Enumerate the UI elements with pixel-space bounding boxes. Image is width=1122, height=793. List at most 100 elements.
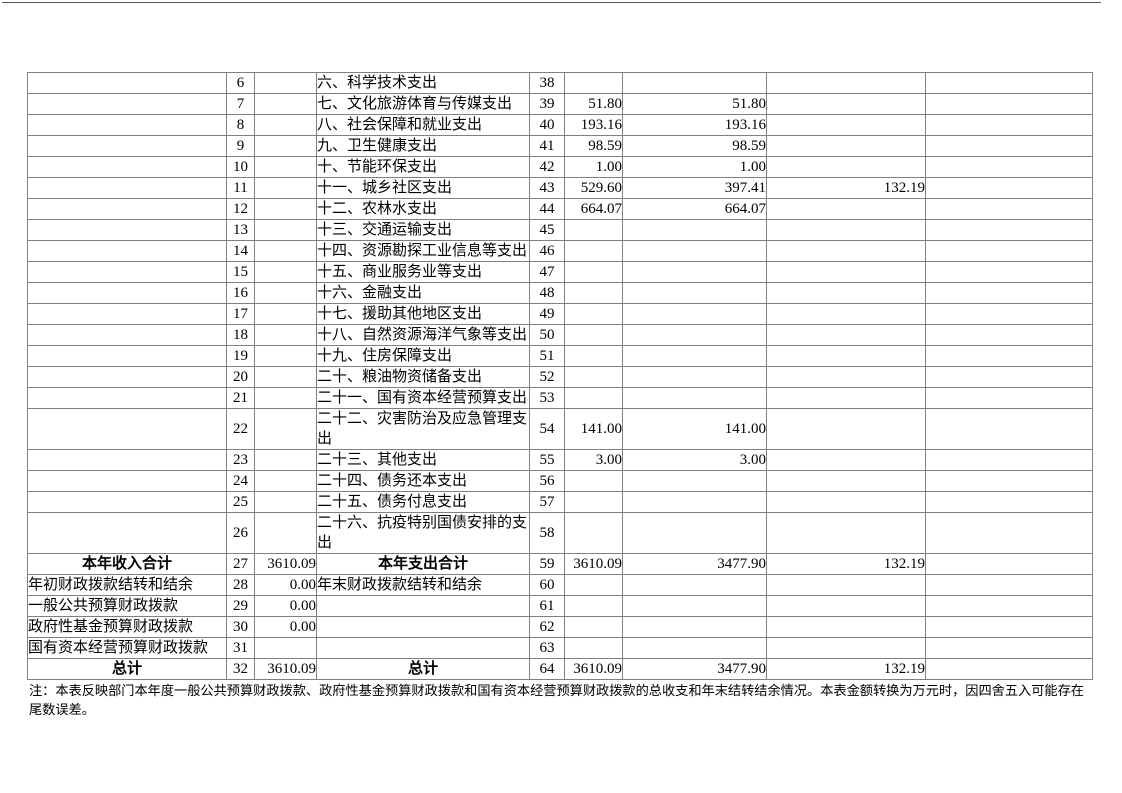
table-row: 年初财政拨款结转和结余 28 0.00 年末财政拨款结转和结余 60 bbox=[27, 574, 1093, 596]
expenditure-line-number-cell: 42 bbox=[529, 156, 565, 178]
table-body: 6 六、科学技术支出 38 7 七、文化旅游体育与传媒支出 39 51.80 51.80 8 八、… bbox=[27, 72, 1093, 680]
income-label-cell bbox=[27, 198, 227, 220]
expenditure-item-cell: 八、社会保障和就业支出 bbox=[316, 114, 530, 136]
state-capital-budget-cell bbox=[925, 93, 1093, 115]
expenditure-total-cell bbox=[564, 366, 623, 388]
expenditure-total-cell bbox=[564, 512, 623, 554]
table-row: 17 十七、援助其他地区支出 49 bbox=[27, 303, 1093, 325]
income-label-cell bbox=[27, 470, 227, 492]
expenditure-item-cell: 十三、交通运输支出 bbox=[316, 219, 530, 241]
income-line-number-cell: 12 bbox=[226, 198, 255, 220]
expenditure-total-cell bbox=[564, 324, 623, 346]
income-amount-cell bbox=[254, 135, 317, 157]
expenditure-total-cell bbox=[564, 595, 623, 617]
income-label-cell bbox=[27, 93, 227, 115]
expenditure-total-cell: 193.16 bbox=[564, 114, 623, 136]
expenditure-line-number-cell: 46 bbox=[529, 240, 565, 262]
income-label-cell bbox=[27, 72, 227, 94]
table-row: 21 二十一、国有资本经营预算支出 53 bbox=[27, 387, 1093, 409]
expenditure-total-cell bbox=[564, 387, 623, 409]
expenditure-item-cell: 二十五、债务付息支出 bbox=[316, 491, 530, 513]
expenditure-line-number-cell: 51 bbox=[529, 345, 565, 367]
general-public-budget-cell: 3.00 bbox=[622, 449, 767, 471]
income-amount-cell bbox=[254, 282, 317, 304]
income-label-cell bbox=[27, 449, 227, 471]
expenditure-line-number-cell: 44 bbox=[529, 198, 565, 220]
expenditure-line-number-cell: 59 bbox=[529, 553, 565, 575]
table-row: 总计 32 3610.09 总计 64 3610.09 3477.90 132.19 bbox=[27, 658, 1093, 680]
expenditure-line-number-cell: 40 bbox=[529, 114, 565, 136]
income-label-cell bbox=[27, 156, 227, 178]
expenditure-total-cell: 141.00 bbox=[564, 408, 623, 450]
income-label-cell bbox=[27, 491, 227, 513]
income-line-number-cell: 26 bbox=[226, 512, 255, 554]
table-row: 23 二十三、其他支出 55 3.00 3.00 bbox=[27, 449, 1093, 471]
general-public-budget-cell bbox=[622, 387, 767, 409]
table-row: 7 七、文化旅游体育与传媒支出 39 51.80 51.80 bbox=[27, 93, 1093, 115]
income-label-cell bbox=[27, 408, 227, 450]
expenditure-item-cell: 七、文化旅游体育与传媒支出 bbox=[316, 93, 530, 115]
state-capital-budget-cell bbox=[925, 345, 1093, 367]
table-row: 8 八、社会保障和就业支出 40 193.16 193.16 bbox=[27, 114, 1093, 136]
expenditure-total-cell bbox=[564, 72, 623, 94]
income-line-number-cell: 11 bbox=[226, 177, 255, 199]
income-line-number-cell: 25 bbox=[226, 491, 255, 513]
income-amount-cell bbox=[254, 240, 317, 262]
state-capital-budget-cell bbox=[925, 491, 1093, 513]
table-row: 6 六、科学技术支出 38 bbox=[27, 72, 1093, 94]
income-amount-cell bbox=[254, 177, 317, 199]
expenditure-item-cell: 年末财政拨款结转和结余 bbox=[316, 574, 530, 596]
income-line-number-cell: 30 bbox=[226, 616, 255, 638]
general-public-budget-cell bbox=[622, 303, 767, 325]
expenditure-item-cell: 总计 bbox=[316, 658, 530, 680]
state-capital-budget-cell bbox=[925, 387, 1093, 409]
government-fund-budget-cell bbox=[766, 303, 926, 325]
government-fund-budget-cell bbox=[766, 637, 926, 659]
expenditure-item-cell: 二十四、债务还本支出 bbox=[316, 470, 530, 492]
income-line-number-cell: 18 bbox=[226, 324, 255, 346]
table-row: 9 九、卫生健康支出 41 98.59 98.59 bbox=[27, 135, 1093, 157]
income-amount-cell: 0.00 bbox=[254, 616, 317, 638]
government-fund-budget-cell bbox=[766, 366, 926, 388]
table-row: 国有资本经营预算财政拨款 31 63 bbox=[27, 637, 1093, 659]
expenditure-line-number-cell: 38 bbox=[529, 72, 565, 94]
state-capital-budget-cell bbox=[925, 512, 1093, 554]
income-label-cell bbox=[27, 282, 227, 304]
government-fund-budget-cell bbox=[766, 345, 926, 367]
government-fund-budget-cell bbox=[766, 408, 926, 450]
table-row: 26 二十六、抗疫特别国债安排的支出 58 bbox=[27, 512, 1093, 554]
expenditure-line-number-cell: 64 bbox=[529, 658, 565, 680]
income-line-number-cell: 21 bbox=[226, 387, 255, 409]
general-public-budget-cell: 1.00 bbox=[622, 156, 767, 178]
general-public-budget-cell bbox=[622, 72, 767, 94]
expenditure-line-number-cell: 47 bbox=[529, 261, 565, 283]
general-public-budget-cell bbox=[622, 574, 767, 596]
government-fund-budget-cell bbox=[766, 93, 926, 115]
general-public-budget-cell bbox=[622, 324, 767, 346]
income-label-cell bbox=[27, 240, 227, 262]
expenditure-item-cell: 六、科学技术支出 bbox=[316, 72, 530, 94]
income-amount-cell bbox=[254, 366, 317, 388]
expenditure-total-cell bbox=[564, 240, 623, 262]
general-public-budget-cell bbox=[622, 261, 767, 283]
government-fund-budget-cell bbox=[766, 574, 926, 596]
expenditure-line-number-cell: 48 bbox=[529, 282, 565, 304]
income-amount-cell bbox=[254, 93, 317, 115]
state-capital-budget-cell bbox=[925, 658, 1093, 680]
table-row: 本年收入合计 27 3610.09 本年支出合计 59 3610.09 3477.90 132… bbox=[27, 553, 1093, 575]
income-label-cell: 一般公共预算财政拨款 bbox=[27, 595, 227, 617]
income-line-number-cell: 20 bbox=[226, 366, 255, 388]
income-amount-cell bbox=[254, 512, 317, 554]
expenditure-total-cell bbox=[564, 574, 623, 596]
page-top-rule bbox=[2, 2, 1101, 3]
income-line-number-cell: 8 bbox=[226, 114, 255, 136]
expenditure-line-number-cell: 41 bbox=[529, 135, 565, 157]
income-amount-cell bbox=[254, 114, 317, 136]
income-amount-cell bbox=[254, 198, 317, 220]
income-line-number-cell: 13 bbox=[226, 219, 255, 241]
government-fund-budget-cell bbox=[766, 512, 926, 554]
general-public-budget-cell: 3477.90 bbox=[622, 658, 767, 680]
general-public-budget-cell bbox=[622, 219, 767, 241]
income-amount-cell bbox=[254, 261, 317, 283]
expenditure-line-number-cell: 43 bbox=[529, 177, 565, 199]
